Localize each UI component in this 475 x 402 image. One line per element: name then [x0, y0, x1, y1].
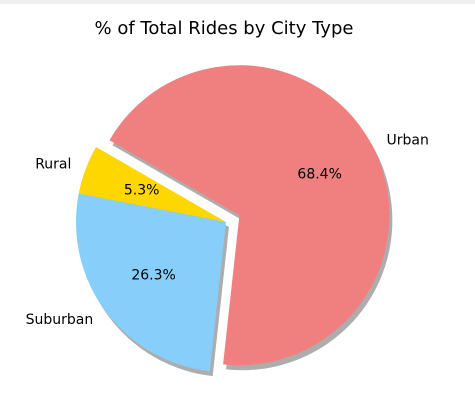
chart-title: % of Total Rides by City Type — [95, 18, 354, 39]
pie-slices — [76, 65, 393, 377]
slice-percent-rural: 5.3% — [124, 183, 160, 199]
slice-percent-suburban: 26.3% — [131, 267, 175, 283]
slice-label-suburban: Suburban — [26, 312, 94, 328]
pie-slice-rural — [78, 147, 227, 222]
top-divider — [0, 0, 475, 4]
slice-label-rural: Rural — [35, 156, 71, 172]
pie-slice-urban — [109, 65, 390, 366]
pie-labels: Rural 5.3% Suburban 26.3% Urban 68.4% — [26, 133, 429, 328]
slice-percent-urban: 68.4% — [297, 167, 341, 183]
slice-label-urban: Urban — [387, 133, 429, 149]
pie-slice-suburban — [76, 193, 226, 372]
